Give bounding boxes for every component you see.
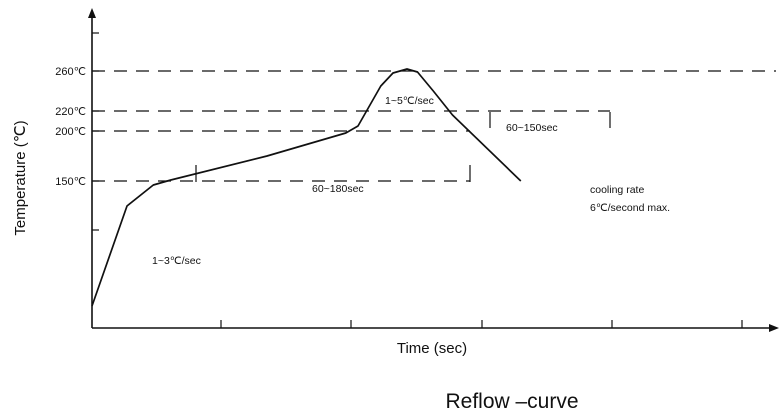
y-tick-label: 200℃ (55, 126, 86, 138)
cooling-rate-max-label: 6℃/second max. (590, 202, 670, 214)
x-axis-arrow (769, 324, 779, 332)
x-axis-title: Time (sec) (397, 340, 467, 357)
reflow-curve-line (91, 68, 522, 307)
annotations: 1~3℃/sec 60~180sec 1~5℃/sec 60~150sec co… (152, 95, 670, 267)
y-tick-label: 220℃ (55, 106, 86, 118)
y-tick-labels: 150℃ 200℃ 220℃ 260℃ (55, 66, 99, 188)
ramp-to-peak-rate-label: 1~5℃/sec (385, 95, 434, 107)
axes (88, 8, 779, 332)
chart-caption: Reflow –curve (445, 390, 578, 413)
y-tick-label: 260℃ (55, 66, 86, 78)
reference-lines (92, 70, 776, 182)
ramp-up-rate-label: 1~3℃/sec (152, 255, 201, 267)
liquidus-time-label: 60~150sec (506, 122, 558, 134)
time-window-brackets (195, 112, 611, 182)
y-axis-arrow (88, 8, 96, 18)
cooling-rate-label: cooling rate (590, 184, 644, 196)
y-tick-label: 150℃ (55, 176, 86, 188)
y-axis-title: Temperature (℃) (12, 120, 29, 235)
preheat-time-label: 60~180sec (312, 183, 364, 195)
